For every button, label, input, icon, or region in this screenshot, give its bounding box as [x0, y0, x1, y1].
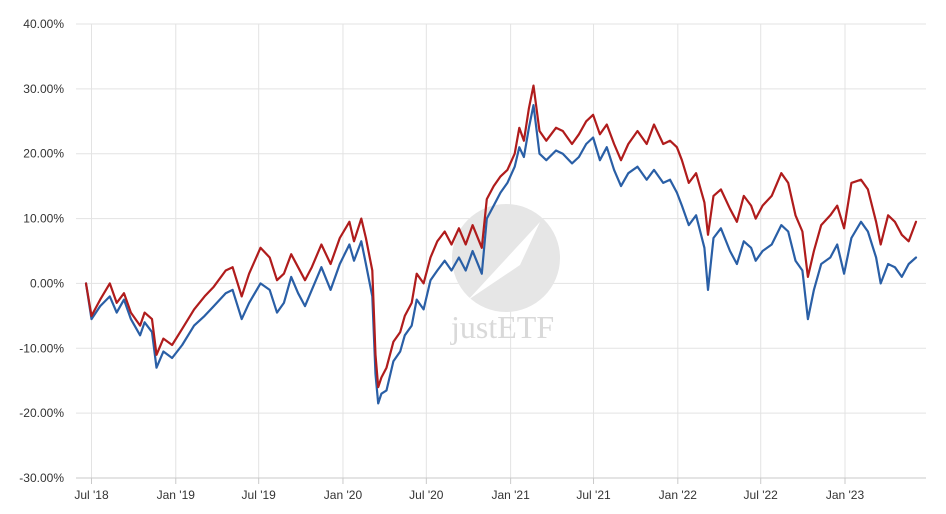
- series-line-red: [84, 84, 918, 389]
- watermark-text: justETF: [450, 309, 554, 345]
- watermark-arrow-icon: [468, 222, 540, 300]
- x-tick-label: Jul '22: [744, 488, 779, 502]
- series-lines: [84, 84, 918, 405]
- y-tick-label: -30.00%: [19, 471, 64, 485]
- y-tick-label: -20.00%: [19, 406, 64, 420]
- x-tick-label: Jul '20: [409, 488, 444, 502]
- x-tick-label: Jul '21: [576, 488, 611, 502]
- x-tick-label: Jan '22: [659, 488, 698, 502]
- y-tick-label: 10.00%: [23, 212, 64, 226]
- watermark-logo-icon: [452, 204, 560, 312]
- series-line-blue: [84, 103, 918, 405]
- x-tick-label: Jan '19: [157, 488, 196, 502]
- justetf-watermark: justETF: [450, 204, 560, 345]
- x-axis-ticks: [90, 478, 846, 484]
- y-tick-label: -10.00%: [19, 341, 64, 355]
- y-tick-label: 30.00%: [23, 82, 64, 96]
- x-tick-label: Jan '20: [324, 488, 363, 502]
- x-tick-label: Jan '23: [826, 488, 865, 502]
- x-tick-label: Jan '21: [491, 488, 530, 502]
- x-tick-label: Jul '18: [74, 488, 109, 502]
- y-axis-labels: 40.00% 30.00% 20.00% 10.00% 0.00% -10.00% -20.…: [19, 17, 64, 485]
- x-tick-label: Jul '19: [242, 488, 277, 502]
- y-tick-label: 20.00%: [23, 147, 64, 161]
- y-tick-label: 40.00%: [23, 17, 64, 31]
- x-axis-labels: Jul '18 Jan '19 Jul '19 Jan '20 Jul '20 Jan '…: [74, 488, 864, 502]
- y-tick-label: 0.00%: [30, 276, 64, 290]
